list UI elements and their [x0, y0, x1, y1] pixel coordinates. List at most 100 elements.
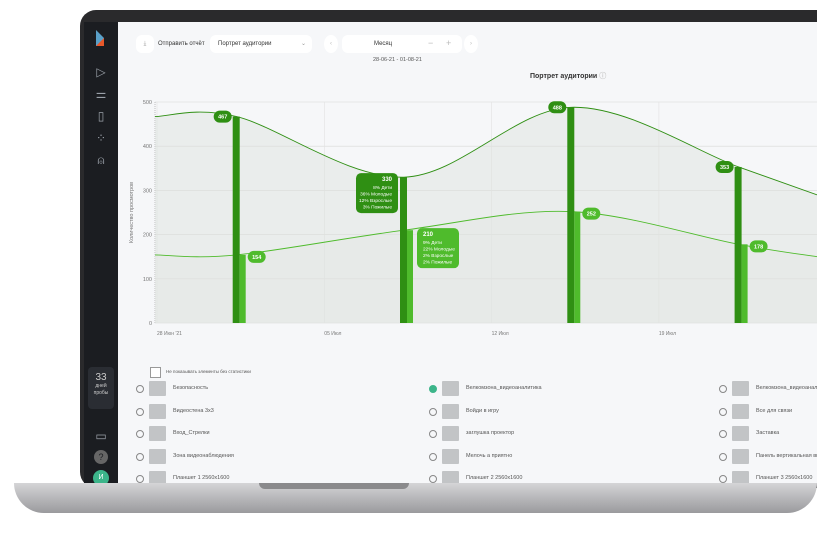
trial-days: 33	[95, 372, 107, 383]
tooltip-breakdown: 2% Взрослые	[423, 253, 454, 259]
folder-icon	[149, 403, 166, 419]
x-tick-label: 19 Июл	[659, 331, 676, 337]
item-radio[interactable]	[719, 475, 727, 483]
item-radio[interactable]	[136, 452, 144, 461]
item-radio[interactable]	[136, 385, 144, 393]
tooltip-box	[417, 228, 459, 269]
plus-icon[interactable]: +	[446, 38, 452, 48]
item-radio[interactable]	[429, 407, 437, 416]
item-radio[interactable]	[719, 385, 727, 393]
y-tick-label: 400	[143, 144, 152, 150]
item-label: Велкомзона_видеоаналитика	[466, 385, 542, 391]
value-bubble	[582, 207, 601, 220]
item-label: Панель вертикальная внутр	[756, 452, 817, 459]
x-tick-label: 12 Июл	[492, 331, 509, 337]
item-label: Мелочь а приятно	[466, 452, 513, 459]
folder-icon	[442, 471, 459, 483]
y-tick-label: 100	[143, 277, 152, 283]
item-label: Все для связи	[756, 407, 793, 414]
filter-icon[interactable]: ⚌	[95, 87, 107, 101]
y-axis-label: Количество просмотров	[129, 182, 135, 243]
hide-empty-checkbox[interactable]	[150, 367, 161, 378]
period-control: Месяц − +	[342, 35, 462, 53]
value-bubble	[247, 250, 266, 263]
item-radio[interactable]	[719, 407, 727, 416]
chart-title-text: Портрет аудитории	[530, 73, 598, 80]
chart-title: Портрет аудитории ⓘ	[530, 71, 606, 81]
folder-icon	[442, 448, 459, 464]
item-radio[interactable]	[136, 475, 144, 483]
folder-icon	[442, 426, 459, 441]
avatar[interactable]: И	[93, 470, 109, 483]
hide-empty-label: Не показывать элементы без статистики	[166, 369, 251, 374]
y-tick-label: 200	[143, 233, 152, 239]
bar-light	[407, 230, 413, 323]
item-label: Велкомзона_видеоаналитика	[756, 385, 817, 391]
minus-icon[interactable]: −	[428, 38, 434, 48]
tooltip-value: 210	[423, 232, 434, 238]
value-bubble	[213, 110, 232, 123]
item-label: Войди в игру	[466, 407, 499, 414]
chevron-down-icon: ⌄	[300, 41, 306, 47]
item-radio[interactable]	[429, 452, 437, 461]
prev-period-button[interactable]: ‹	[324, 35, 338, 53]
info-icon[interactable]: ⓘ	[599, 73, 607, 80]
sidebar: ▷ ⚌ ▯ ⁘ ⍝ 33 дней пробы ▭ ? И	[84, 22, 118, 483]
report-select-value: Портрет аудитории	[218, 41, 272, 47]
item-label: Видеостена 3x3	[173, 407, 214, 414]
folder-icon	[442, 381, 459, 396]
date-range: 28-06-21 - 01-08-21	[373, 57, 422, 63]
y-tick-label: 0	[149, 321, 152, 327]
play-icon[interactable]: ▷	[96, 65, 106, 79]
item-label: Планшет 2 2560x1600	[466, 475, 523, 481]
x-tick-label: 05 Июл	[324, 331, 341, 337]
tooltip-breakdown: 12% Взрослые	[359, 198, 392, 204]
item-radio[interactable]	[136, 430, 144, 438]
user-icon[interactable]: ⍝	[97, 153, 105, 167]
file-icon[interactable]: ▯	[97, 109, 105, 123]
tooltip-breakdown: 22% Молодые	[423, 247, 455, 253]
folder-icon	[732, 448, 749, 464]
trial-badge[interactable]: 33 дней пробы	[88, 367, 114, 409]
y-tick-label: 500	[143, 100, 152, 106]
period-value: Месяц	[374, 41, 393, 47]
value-bubble-label: 178	[754, 244, 763, 250]
item-radio[interactable]	[719, 452, 727, 461]
value-bubble	[749, 240, 768, 253]
next-period-button[interactable]: ›	[464, 35, 478, 53]
bar-light	[741, 244, 748, 323]
folder-icon	[732, 403, 749, 419]
folder-icon	[442, 403, 459, 419]
send-report-button[interactable]: Отправить отчёт	[158, 41, 205, 47]
item-label: Планшет 1 2560x1600	[173, 475, 230, 481]
download-icon[interactable]: ⤓	[136, 35, 154, 53]
folder-icon	[732, 426, 749, 441]
item-radio[interactable]	[136, 407, 144, 416]
report-select[interactable]: Портрет аудитории ⌄	[210, 35, 312, 53]
folder-icon	[149, 426, 166, 441]
item-label: Безопасность	[173, 385, 209, 391]
tooltip-value: 330	[382, 177, 393, 183]
tooltip-breakdown: 3% Пожилые	[363, 205, 392, 211]
item-radio[interactable]	[429, 385, 437, 393]
app-screen: ▷ ⚌ ▯ ⁘ ⍝ 33 дней пробы ▭ ? И ⤓ Отправить…	[84, 22, 817, 483]
bar-dark	[400, 177, 407, 323]
value-bubble	[548, 101, 567, 114]
item-radio[interactable]	[429, 475, 437, 483]
bar-dark	[567, 107, 575, 323]
series-area	[155, 211, 817, 323]
value-bubble-label: 353	[720, 165, 729, 171]
loader-icon[interactable]: ⁘	[95, 131, 107, 145]
monitor-icon[interactable]: ▭	[95, 429, 107, 443]
item-label: Заставка	[756, 430, 780, 436]
help-icon[interactable]: ?	[94, 450, 108, 464]
bar-light	[239, 254, 246, 323]
y-tick-label: 300	[143, 188, 152, 194]
item-label: заглушка проектор	[466, 430, 515, 436]
item-radio[interactable]	[719, 430, 727, 438]
tooltip-box	[356, 173, 398, 214]
value-bubble	[715, 160, 734, 173]
item-radio[interactable]	[429, 430, 437, 438]
tooltip-breakdown: 36% Молодые	[360, 192, 392, 198]
folder-icon	[732, 381, 749, 396]
